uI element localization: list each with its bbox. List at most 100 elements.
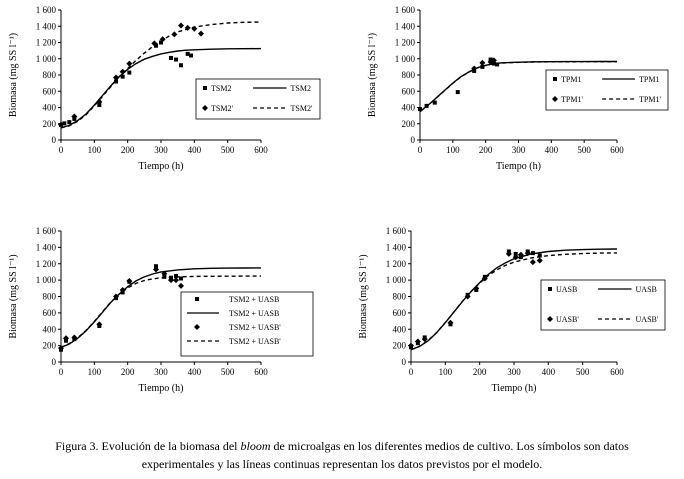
data-point-diamond: [126, 277, 133, 284]
series-3: [58, 22, 204, 128]
chart-panel-1: 0 200 400 600 800 1 000 1 200 1 400 1 600 0 100 200…: [8, 5, 321, 172]
data-point-diamond: [173, 277, 179, 284]
x-tick-label: 100: [446, 145, 460, 155]
x-tick-label: 0: [59, 367, 64, 377]
legend-diamond-icon: [552, 96, 558, 102]
legend-box: [545, 69, 669, 111]
x-tick-label: 600: [610, 367, 624, 377]
x-tick-label: 600: [610, 145, 624, 155]
data-point-diamond: [479, 59, 486, 66]
data-point-square: [154, 264, 158, 269]
data-point-diamond: [529, 259, 536, 266]
solid-model-line: [60, 47, 262, 129]
chart-panel-3: 0 200 400 600 800 1 000 1 200 1 400 1 600 0 100 200…: [8, 226, 314, 394]
y-tick-label: 1 200: [36, 38, 57, 48]
y-tick-label: 800: [43, 292, 57, 302]
x-tick-label: 500: [576, 367, 590, 377]
data-point-square: [179, 63, 183, 68]
y-tick-label: 800: [393, 292, 407, 302]
x-tick-label: 500: [221, 145, 235, 155]
legend-label: TSM2 + UASB: [229, 295, 279, 304]
x-tick-label: 600: [254, 145, 268, 155]
y-tick-label: 1 000: [36, 275, 57, 285]
series-4: [410, 252, 618, 351]
y-tick-label: 200: [393, 341, 407, 351]
x-tick-label: 500: [577, 145, 591, 155]
y-tick-label: 1 600: [36, 5, 57, 15]
caption-prefix: Figura 3. Evolución de la biomasa del: [55, 439, 241, 453]
y-tick-label: 200: [43, 341, 57, 351]
legend-label: TSM2: [211, 84, 231, 93]
data-point-diamond: [63, 335, 69, 342]
y-tick-label: 1 200: [395, 38, 416, 48]
data-point-diamond: [414, 338, 421, 345]
legend: TSM2 + UASB TSM2 + UASB TSM2 + UASB' TSM2 +…: [180, 291, 314, 357]
data-point-square: [159, 40, 163, 45]
legend-square-icon: [203, 86, 207, 90]
legend-label: UASB': [556, 315, 579, 324]
data-point-diamond: [126, 60, 133, 67]
series-1: [59, 40, 193, 127]
legend-label: TSM2 + UASB': [229, 323, 281, 332]
data-point-square: [120, 74, 125, 79]
legend-label: UASB: [556, 285, 577, 294]
x-tick-label: 200: [473, 367, 487, 377]
y-axis-label: Biomasa (mg SS l⁻¹): [358, 254, 369, 338]
x-tick-label: 400: [188, 367, 202, 377]
legend-label: TPM1: [639, 75, 659, 84]
data-point-diamond: [447, 319, 454, 326]
x-axis-label: Tiempo (h): [139, 161, 184, 172]
data-point-diamond: [113, 74, 119, 81]
data-point-square: [418, 107, 422, 112]
y-tick-label: 0: [411, 135, 416, 145]
x-tick-label: 200: [121, 145, 135, 155]
y-tick-label: 400: [402, 103, 416, 113]
legend-diamond-icon: [547, 316, 553, 322]
y-tick-label: 400: [393, 324, 407, 334]
data-point-square: [513, 251, 518, 256]
x-tick-label: 0: [409, 367, 414, 377]
legend-label: UASB: [636, 285, 657, 294]
legend-label: TSM2 + UASB': [229, 337, 281, 346]
dashed-model-line: [410, 252, 618, 351]
series-4: [419, 61, 617, 113]
x-tick-label: 300: [507, 367, 521, 377]
x-tick-label: 0: [418, 145, 423, 155]
legend-square-icon: [548, 287, 552, 291]
data-point-square: [455, 90, 460, 95]
data-point-diamond: [408, 342, 414, 349]
x-tick-label: 100: [88, 145, 102, 155]
data-point-square: [432, 100, 437, 105]
x-tick-label: 200: [121, 367, 135, 377]
data-point-square: [127, 70, 132, 75]
data-point-diamond: [171, 31, 178, 38]
data-point-diamond: [524, 250, 531, 257]
data-point-square: [179, 276, 183, 281]
series-4: [60, 21, 262, 129]
data-point-diamond: [178, 282, 184, 289]
data-point-diamond: [161, 270, 168, 277]
legend-box: [195, 78, 321, 120]
dashed-model-line: [60, 275, 261, 348]
data-point-diamond: [512, 254, 519, 261]
data-point-diamond: [96, 321, 103, 328]
data-point-diamond: [471, 65, 478, 72]
data-point-square: [67, 120, 72, 125]
y-tick-label: 400: [43, 324, 57, 334]
data-point-diamond: [490, 57, 497, 64]
series-4: [60, 275, 261, 348]
y-tick-label: 600: [393, 308, 407, 318]
data-point-diamond: [178, 22, 184, 29]
y-tick-label: 1 400: [395, 21, 416, 31]
figure-caption: Figura 3. Evolución de la biomasa del bl…: [20, 437, 664, 473]
legend-diamond-icon: [194, 324, 200, 330]
data-point-square: [162, 274, 167, 279]
data-point-diamond: [153, 266, 159, 273]
data-point-square: [537, 253, 542, 258]
y-tick-label: 1 000: [36, 54, 57, 64]
y-tick-label: 1 400: [386, 242, 407, 252]
y-tick-label: 0: [52, 357, 57, 367]
legend: TPM1 TPM1 TPM1' TPM1': [545, 69, 669, 111]
data-point-diamond: [536, 257, 543, 264]
legend-box: [540, 279, 666, 331]
